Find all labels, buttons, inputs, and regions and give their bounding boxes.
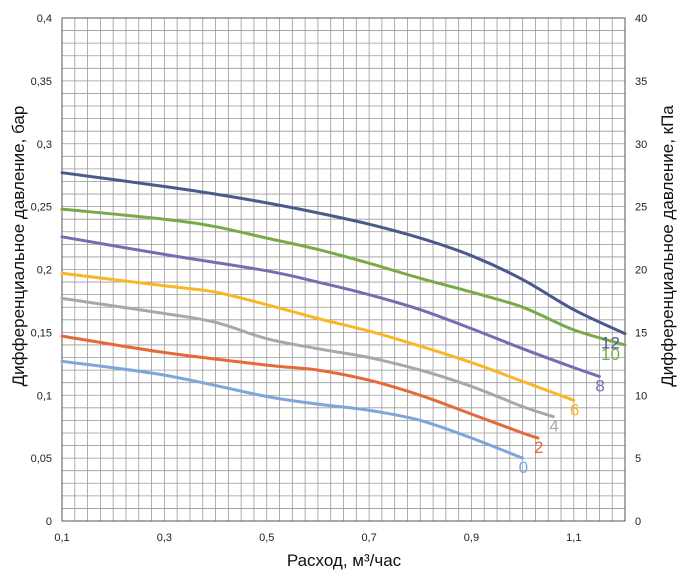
y-left-tick-label: 0,2: [37, 265, 52, 277]
series-label-10: 10: [601, 345, 620, 364]
x-tick-label: 0,1: [54, 532, 69, 544]
y-right-tick-label: 35: [635, 76, 647, 88]
series-line-4: [60, 296, 555, 419]
y-left-tick-label: 0,35: [31, 76, 52, 88]
series-line-12: [60, 171, 627, 336]
series-line-6: [60, 271, 576, 402]
tick-layer: 0,1 0,3 0,5 0,7 0,9 1,1 0 0,05 0,1 0,15 0,2 0,25 0,3…: [31, 13, 648, 544]
x-tick-label: 0,5: [259, 532, 274, 544]
series-line-8: [60, 235, 601, 378]
y-left-tick-label: 0,3: [37, 139, 52, 151]
y-axis-right-title: Дифференциальное давление, кПа: [658, 105, 677, 387]
series-label-6: 6: [570, 400, 579, 419]
y-right-tick-label: 5: [635, 453, 641, 465]
y-left-tick-label: 0,15: [31, 327, 52, 339]
series-label-4: 4: [549, 417, 558, 436]
y-left-tick-label: 0: [46, 516, 52, 528]
x-tick-label: 1,1: [566, 532, 581, 544]
y-left-tick-label: 0,4: [37, 13, 52, 25]
y-axis-left-title: Дифференциальное давление, бар: [9, 106, 28, 387]
y-left-tick-label: 0,25: [31, 202, 52, 214]
y-right-tick-label: 25: [635, 202, 647, 214]
y-right-tick-label: 30: [635, 139, 647, 151]
series-label-0: 0: [519, 458, 528, 477]
x-axis-title: Расход, м³/час: [287, 551, 402, 570]
x-tick-label: 0,7: [361, 532, 376, 544]
y-right-tick-label: 0: [635, 516, 641, 528]
series-line-0: [60, 359, 525, 460]
y-right-tick-label: 20: [635, 265, 647, 277]
y-right-tick-label: 40: [635, 13, 647, 25]
x-tick-label: 0,3: [157, 532, 172, 544]
y-right-tick-label: 15: [635, 327, 647, 339]
series-line-2: [60, 334, 540, 440]
x-tick-label: 0,9: [464, 532, 479, 544]
y-left-tick-label: 0,1: [37, 390, 52, 402]
grid: [61, 17, 626, 522]
y-right-tick-label: 10: [635, 390, 647, 402]
series-label-8: 8: [595, 376, 604, 395]
y-left-tick-label: 0,05: [31, 453, 52, 465]
series-label-12: 12: [601, 334, 620, 353]
series-line-10: [60, 207, 627, 347]
plot-frame: [61, 17, 626, 522]
series-label-2: 2: [534, 438, 543, 457]
